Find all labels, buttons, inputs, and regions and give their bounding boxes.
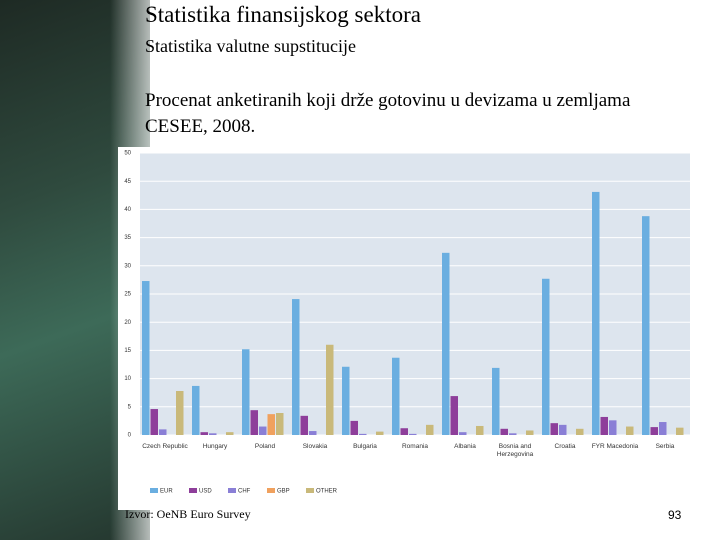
bar [159, 429, 167, 435]
bar [300, 415, 308, 435]
bar [226, 432, 234, 435]
bar [600, 416, 608, 435]
bar [426, 424, 434, 435]
bar [250, 410, 258, 435]
x-tick-label: FYR Macedonia [591, 443, 639, 450]
bar [192, 385, 200, 435]
x-tick-label: Bosnia and Herzegovina [496, 443, 534, 458]
y-tick-label: 45 [124, 179, 131, 185]
bar [200, 432, 208, 435]
bar [550, 423, 558, 435]
bar [150, 409, 158, 435]
x-tick-label: Poland [254, 443, 276, 450]
legend-label: GBP [277, 489, 290, 495]
bar [500, 428, 508, 435]
y-tick-label: 40 [124, 207, 131, 213]
y-tick-label: 20 [124, 320, 131, 326]
legend-swatch [228, 488, 236, 493]
bar [476, 425, 484, 435]
page-number: 93 [668, 508, 682, 522]
bar [609, 420, 617, 435]
bar [242, 349, 250, 435]
bar [526, 430, 534, 435]
y-tick-label: 35 [124, 235, 131, 241]
bar [292, 299, 300, 435]
bar [267, 414, 275, 435]
bar [576, 428, 584, 435]
x-tick-label: Slovakia [302, 443, 328, 450]
y-tick-label: 15 [124, 348, 131, 354]
legend-label: CHF [238, 489, 251, 495]
bar [376, 431, 384, 435]
x-tick-label: Bulgaria [353, 443, 377, 450]
legend-swatch [150, 488, 158, 493]
bar [459, 432, 467, 435]
y-tick-label: 30 [124, 263, 131, 269]
x-tick-label: Hungary [202, 443, 228, 450]
legend-swatch [306, 488, 314, 493]
bar [142, 281, 150, 435]
x-tick-label: Croatia [554, 443, 576, 450]
bar [392, 357, 400, 435]
legend-label: OTHER [316, 489, 338, 495]
bar [350, 420, 358, 435]
bar [642, 216, 650, 435]
bar [676, 427, 684, 435]
bar [259, 426, 267, 435]
bar [509, 433, 517, 435]
x-tick-label: Serbia [655, 443, 675, 450]
bar [326, 344, 334, 435]
bar [650, 427, 658, 435]
bar [592, 191, 600, 435]
chart-heading: Procenat anketiranih koji drže gotovinu … [145, 90, 631, 137]
bar [209, 433, 217, 435]
x-tick-label: Albania [454, 443, 476, 450]
legend-swatch [267, 488, 275, 493]
bar [359, 433, 367, 435]
slide-title: Statistika finansijskog sektora [145, 2, 421, 27]
legend-label: USD [199, 489, 212, 495]
y-tick-label: 50 [124, 151, 131, 157]
bar [542, 278, 550, 435]
y-tick-label: 5 [128, 404, 132, 410]
bar [309, 431, 317, 435]
source: Izvor: OeNB Euro Survey [125, 507, 251, 521]
bar [400, 428, 408, 435]
y-tick-label: 25 [124, 292, 131, 298]
bar [626, 426, 634, 435]
slide-subtitle: Statistika valutne supstitucije [145, 36, 356, 56]
bar [409, 433, 417, 435]
bar [276, 413, 284, 435]
y-tick-label: 10 [124, 376, 131, 382]
x-tick-label: Romania [401, 443, 428, 450]
y-tick-label: 0 [128, 433, 132, 439]
bar [659, 422, 667, 435]
bar [176, 391, 184, 435]
bar [492, 367, 500, 435]
legend-label: EUR [160, 489, 173, 495]
bar [450, 396, 458, 435]
bar [442, 252, 450, 435]
bar [559, 424, 567, 435]
bar [342, 366, 350, 435]
x-tick-label: Czech Republic [142, 443, 188, 450]
legend-swatch [189, 488, 197, 493]
